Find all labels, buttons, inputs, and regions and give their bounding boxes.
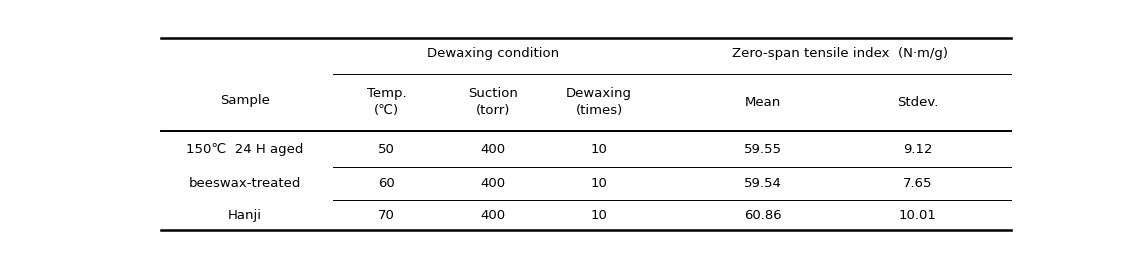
Text: 400: 400 <box>480 209 505 222</box>
Text: 59.55: 59.55 <box>744 143 782 156</box>
Text: Zero-span tensile index  (N·m/g): Zero-span tensile index (N·m/g) <box>733 47 949 60</box>
Text: beeswax-treated: beeswax-treated <box>189 177 301 190</box>
Text: Temp.
(℃): Temp. (℃) <box>367 87 406 117</box>
Text: 60: 60 <box>378 177 394 190</box>
Text: Dewaxing condition: Dewaxing condition <box>426 47 559 60</box>
Text: 7.65: 7.65 <box>903 177 933 190</box>
Text: 59.54: 59.54 <box>744 177 782 190</box>
Text: Stdev.: Stdev. <box>897 96 938 109</box>
Text: Dewaxing
(times): Dewaxing (times) <box>566 87 632 117</box>
Text: 400: 400 <box>480 177 505 190</box>
Text: Suction
(torr): Suction (torr) <box>467 87 518 117</box>
Text: 60.86: 60.86 <box>744 209 782 222</box>
Text: 50: 50 <box>378 143 395 156</box>
Text: Hanji: Hanji <box>227 209 262 222</box>
Text: 150℃  24 H aged: 150℃ 24 H aged <box>186 143 303 156</box>
Text: 10: 10 <box>591 177 608 190</box>
Text: 400: 400 <box>480 143 505 156</box>
Text: 70: 70 <box>378 209 395 222</box>
Text: 9.12: 9.12 <box>903 143 933 156</box>
Text: 10.01: 10.01 <box>900 209 937 222</box>
Text: Mean: Mean <box>745 96 781 109</box>
Text: 10: 10 <box>591 209 608 222</box>
Text: 10: 10 <box>591 143 608 156</box>
Text: Sample: Sample <box>219 94 270 107</box>
